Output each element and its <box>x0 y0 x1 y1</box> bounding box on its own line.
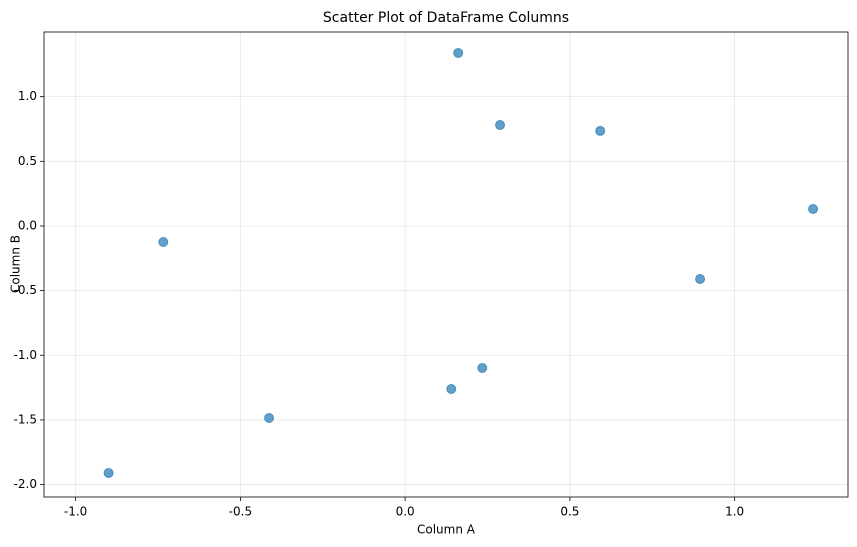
point <box>808 204 819 215</box>
y-tick-label: 1.0 <box>18 89 37 103</box>
plot-frame <box>43 31 849 498</box>
x-tick-label: 1.0 <box>725 505 744 519</box>
y-tick-label: 0.0 <box>18 218 37 232</box>
x-axis-label: Column A <box>417 523 476 537</box>
y-tick-label: -1.0 <box>14 348 37 362</box>
point <box>446 384 457 395</box>
point <box>477 362 488 373</box>
x-tick-label: 0.5 <box>560 505 579 519</box>
point <box>695 273 706 284</box>
y-axis-label: Column B <box>9 235 23 293</box>
x-tick-label: -1.0 <box>64 505 87 519</box>
point <box>453 47 464 58</box>
point <box>264 412 275 423</box>
point <box>595 125 606 136</box>
point <box>103 467 114 478</box>
x-tick-label: 0.0 <box>396 505 415 519</box>
point <box>495 119 506 130</box>
y-tick-label: 0.5 <box>18 154 37 168</box>
point <box>158 237 169 247</box>
y-tick-label: -1.5 <box>14 412 37 426</box>
chart-title: Scatter Plot of DataFrame Columns <box>323 10 569 26</box>
y-tick-label: -2.0 <box>14 477 37 491</box>
y-tick-label: -0.5 <box>14 283 37 297</box>
x-tick-label: -0.5 <box>229 505 252 519</box>
